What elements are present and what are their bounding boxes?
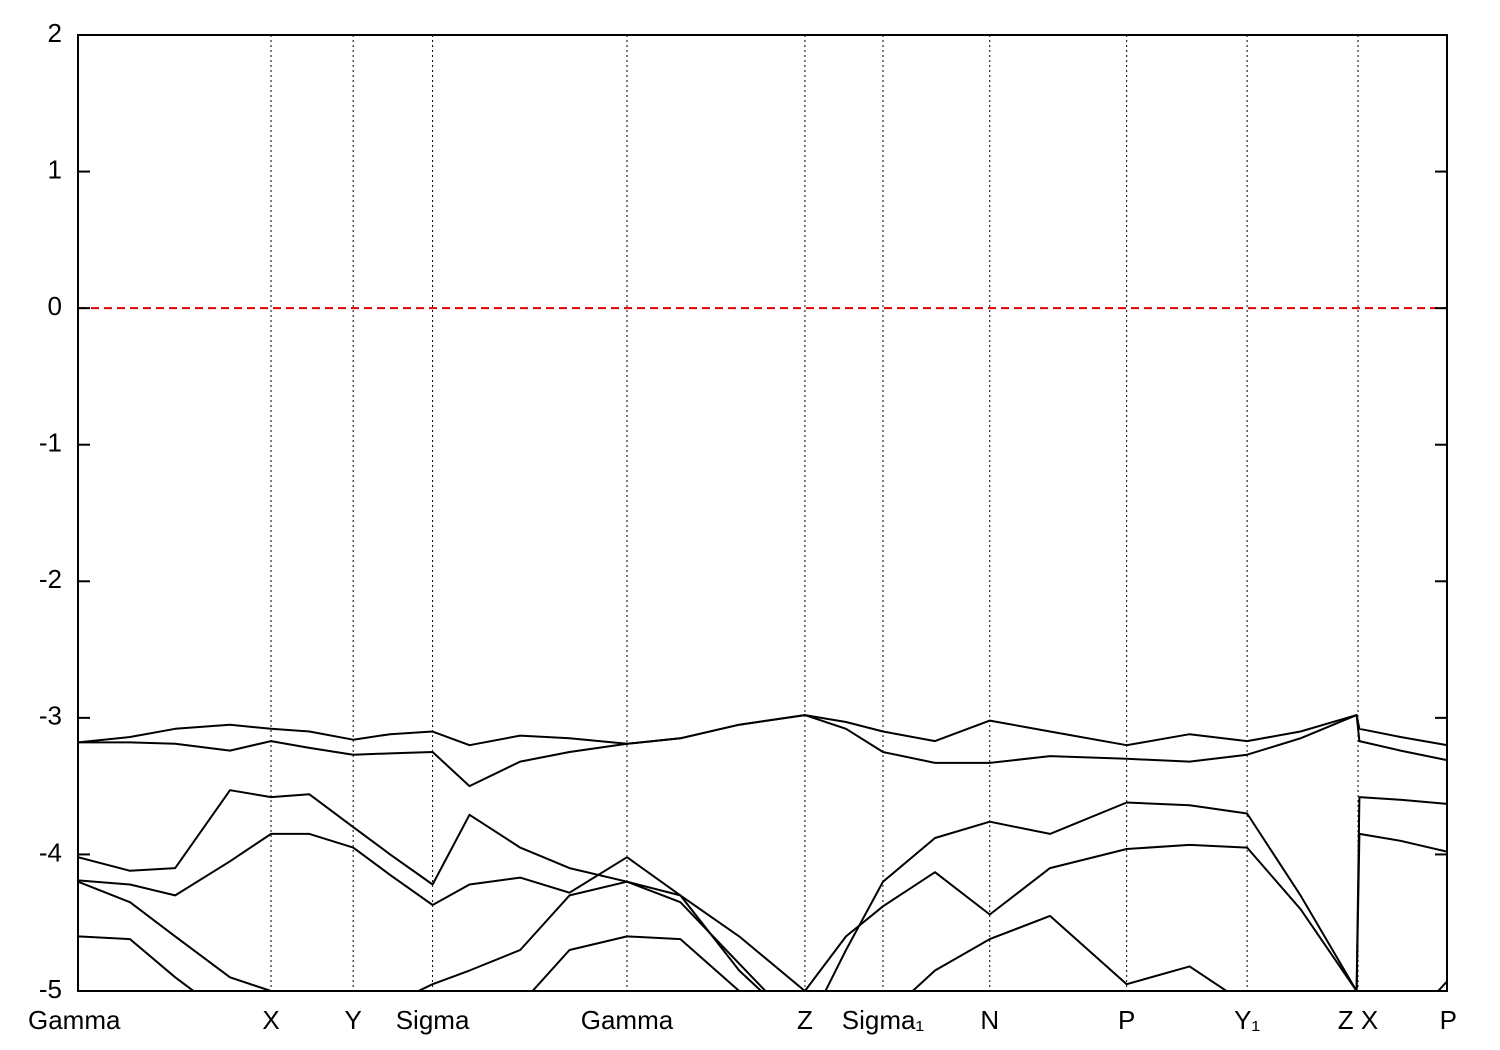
y-tick-label: 2 (48, 18, 62, 48)
x-tick-label: P (1118, 1005, 1135, 1035)
band-line (78, 714, 1447, 788)
x-tick-label: Gamma (28, 1005, 121, 1035)
band-line (78, 832, 1447, 991)
y-tick-label: -2 (39, 564, 62, 594)
y-tick-label: -1 (39, 428, 62, 458)
x-tick-label: N (980, 1005, 999, 1035)
x-tick-label: Sigma (396, 1005, 470, 1035)
y-tick-label: -3 (39, 701, 62, 731)
x-tick-label: Y (344, 1005, 361, 1035)
x-tick-label: Gamma (581, 1005, 674, 1035)
x-tick-label: P (1440, 1005, 1457, 1035)
y-tick-label: 0 (48, 291, 62, 321)
y-tick-label: 1 (48, 154, 62, 184)
x-tick-label: Z (797, 1005, 813, 1035)
x-tick-label: Z X (1338, 1005, 1378, 1035)
band-line (78, 880, 1229, 991)
x-tick-label: Y₁ (1234, 1005, 1260, 1035)
x-tick-label: Sigma₁ (842, 1005, 925, 1035)
band-line (78, 789, 1447, 991)
x-tick-label: X (262, 1005, 279, 1035)
band-line (78, 714, 1447, 747)
plot-frame (77, 34, 1448, 992)
y-tick-label: -4 (39, 837, 62, 867)
plot-area (78, 35, 1447, 991)
y-tick-label: -5 (39, 974, 62, 1004)
